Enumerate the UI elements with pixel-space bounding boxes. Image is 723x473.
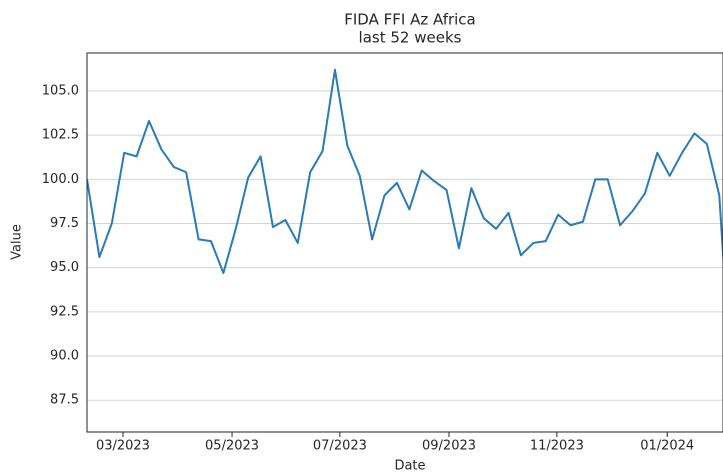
plot-frame [86,52,723,433]
chart-subtitle: last 52 weeks [359,29,462,47]
y-tick-label: 90.0 [50,349,79,364]
data-line [87,68,723,274]
y-tick-label: 97.5 [50,216,79,231]
x-tick-label: 01/2024 [640,439,694,454]
x-axis-label: Date [394,459,425,473]
x-tick-label: 05/2023 [205,439,259,454]
y-tick-label: 100.0 [42,172,79,187]
x-tick-label: 11/2023 [530,439,584,454]
x-tick-label: 03/2023 [96,439,150,454]
y-axis-label: Value [10,224,25,260]
y-tick-label: 95.0 [50,260,79,275]
x-tick-label: 07/2023 [313,439,367,454]
plot-area [87,68,723,274]
y-tick-label: 87.5 [50,393,79,408]
chart-title: FIDA FFI Az Africa [344,11,476,29]
x-tick-label: 09/2023 [422,439,476,454]
y-tick-label: 105.0 [42,83,79,98]
y-tick-label: 92.5 [50,304,79,319]
y-tick-label: 102.5 [42,128,79,143]
grid [87,90,723,401]
